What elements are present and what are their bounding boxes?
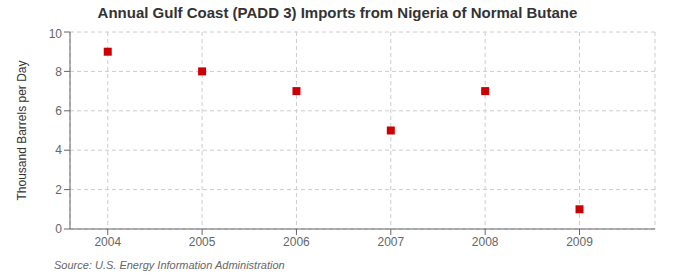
svg-text:2: 2 bbox=[55, 183, 62, 197]
svg-text:2007: 2007 bbox=[377, 235, 404, 249]
svg-text:2006: 2006 bbox=[283, 235, 310, 249]
svg-text:6: 6 bbox=[55, 104, 62, 118]
svg-text:Thousand Barrels per Day: Thousand Barrels per Day bbox=[15, 60, 29, 200]
svg-text:2009: 2009 bbox=[566, 235, 593, 249]
svg-text:0: 0 bbox=[55, 222, 62, 236]
svg-text:10: 10 bbox=[49, 27, 63, 41]
svg-text:8: 8 bbox=[55, 65, 62, 79]
svg-text:2004: 2004 bbox=[94, 235, 121, 249]
svg-text:4: 4 bbox=[55, 143, 62, 157]
svg-text:2008: 2008 bbox=[472, 235, 499, 249]
html-text:Source: U.S. Energy Informatio: Source: U.S. Energy Information Administ… bbox=[54, 259, 285, 271]
svg-text:2005: 2005 bbox=[189, 235, 216, 249]
html-text:Annual Gulf Coast (PADD 3) Imp: Annual Gulf Coast (PADD 3) Imports from … bbox=[97, 4, 578, 21]
